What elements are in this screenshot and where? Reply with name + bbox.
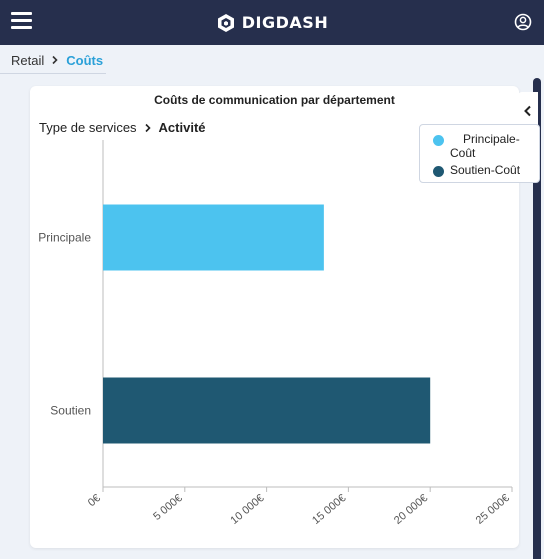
chevron-right-icon	[52, 55, 58, 65]
breadcrumb: Retail Coûts	[0, 46, 109, 74]
legend-label: Soutien-Coût	[450, 163, 521, 177]
legend-item-soutien[interactable]: Soutien-Coût	[433, 163, 520, 177]
chart-title: Coûts de communication par département	[154, 93, 395, 107]
brand-logo: DIGDASH	[0, 0, 544, 45]
bar-principale[interactable]	[103, 204, 324, 271]
breadcrumb-couts[interactable]: Coûts	[66, 52, 104, 68]
category-label: Soutien	[50, 404, 91, 418]
chevron-right-icon	[144, 123, 151, 132]
legend-label: Principale- Coût	[450, 132, 520, 160]
legend-item-principale[interactable]: Principale- Coût	[433, 132, 520, 160]
category-label: Principale	[38, 231, 91, 245]
x-tick-label: 20 000€	[392, 492, 430, 527]
brand-name: DIGDASH	[241, 13, 329, 32]
top-bar: DIGDASH	[0, 0, 544, 45]
user-circle-icon[interactable]	[514, 13, 532, 31]
collapse-panel-button[interactable]	[518, 92, 538, 130]
legend-swatch	[433, 135, 444, 146]
chevron-left-icon	[524, 105, 531, 117]
chart-legend: Principale- Coût Soutien-Coût	[419, 124, 540, 183]
drill-current: Activité	[158, 120, 206, 135]
drill-path: Type de services Activité	[39, 120, 206, 135]
x-tick-label: 0€	[86, 492, 103, 509]
breadcrumb-divider	[0, 73, 106, 74]
breadcrumb-retail[interactable]: Retail	[11, 52, 45, 68]
x-tick-label: 10 000€	[228, 492, 266, 527]
vertical-scrollbar[interactable]	[533, 78, 541, 559]
drill-root[interactable]: Type de services	[39, 120, 137, 135]
digdash-logo-icon	[217, 13, 234, 32]
x-tick-label: 25 000€	[474, 492, 512, 527]
bar-soutien[interactable]	[103, 377, 431, 444]
legend-swatch	[433, 166, 444, 177]
x-tick-label: 15 000€	[310, 492, 348, 527]
x-tick-label: 5 000€	[151, 492, 184, 523]
hamburger-menu-icon[interactable]	[11, 12, 33, 30]
